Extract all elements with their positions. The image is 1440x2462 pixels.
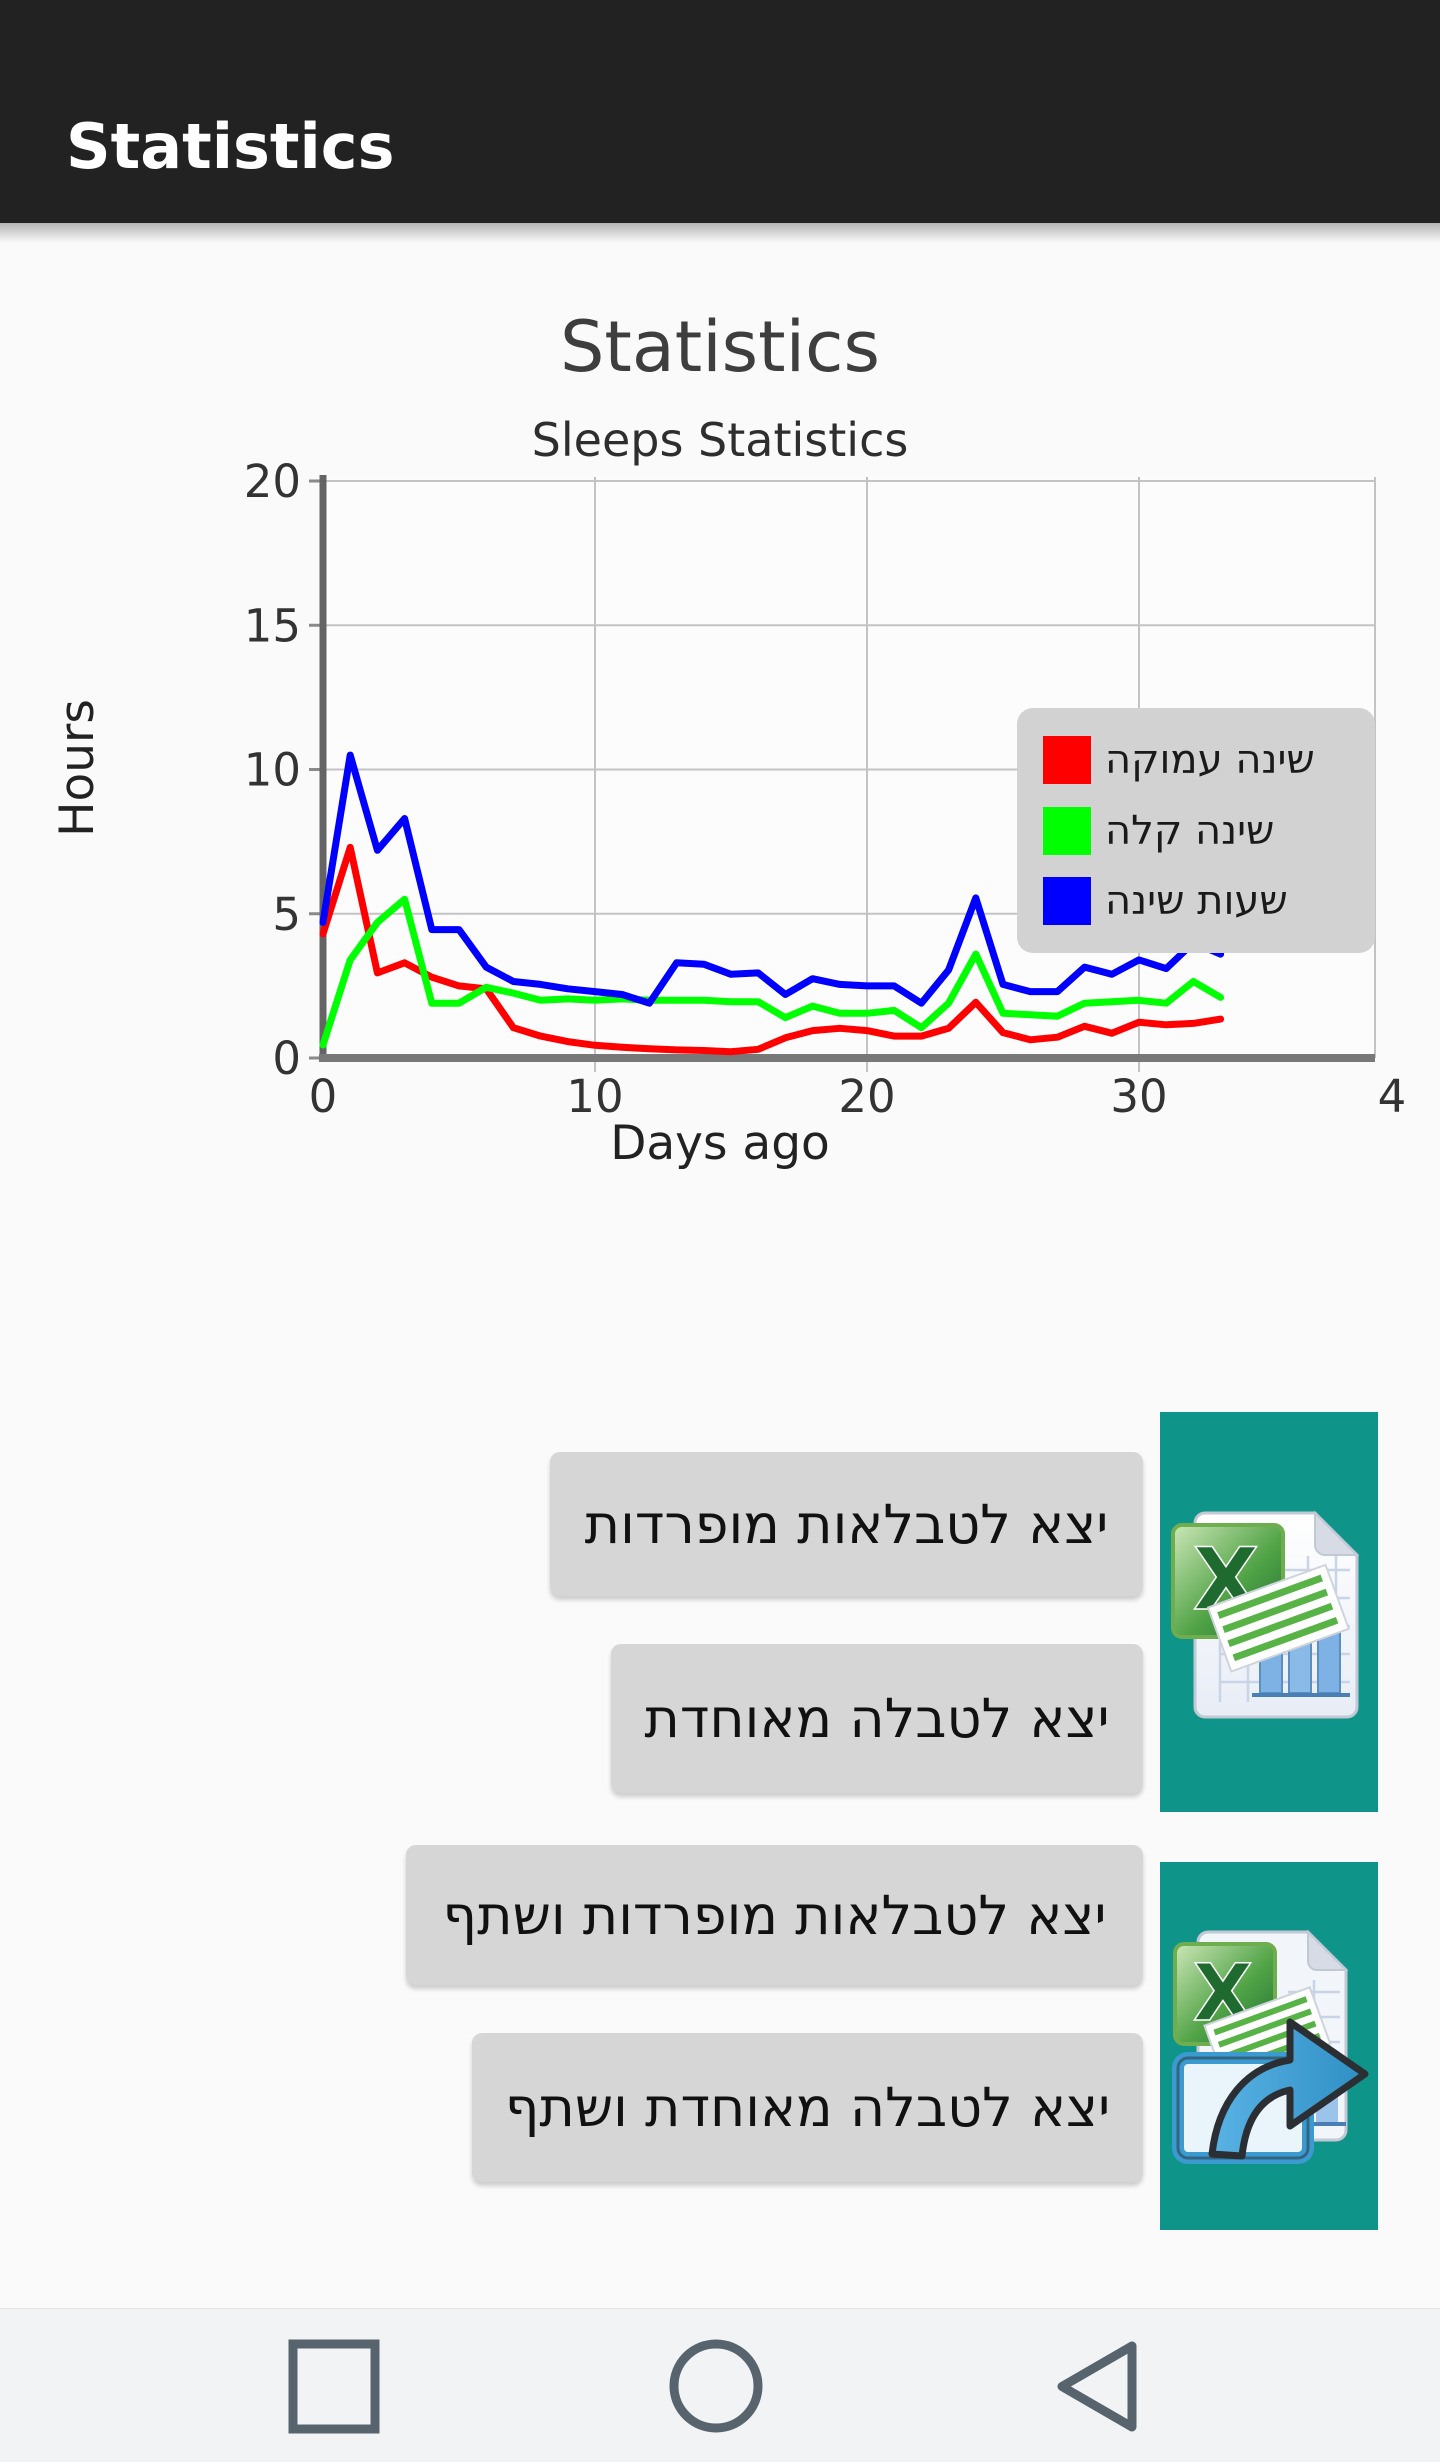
export-unified-table-button[interactable]: יצא לטבלה מאוחדת <box>611 1644 1143 1793</box>
legend-label: שינה עמוקה <box>1105 737 1315 784</box>
legend-label: שעות שינה <box>1105 877 1288 924</box>
y-tick-label: 15 <box>244 599 301 652</box>
legend-row: שינה עמוקה <box>1017 736 1375 785</box>
back-triangle-icon <box>1057 2341 1137 2431</box>
series-line <box>319 895 1225 1049</box>
legend-row: שינה קלה <box>1017 806 1375 855</box>
app-bar-title: Statistics <box>66 110 395 183</box>
export-separate-tables-share-button[interactable]: יצא לטבלאות מופרדות ושתף <box>406 1845 1143 1985</box>
android-nav-bar <box>0 2308 1440 2462</box>
legend-swatch <box>1043 806 1091 855</box>
series-line <box>319 843 1225 1056</box>
home-circle-icon <box>669 2339 763 2433</box>
legend-row: שעות שינה <box>1017 876 1375 925</box>
back-button[interactable] <box>1020 2309 1180 2462</box>
app-bar-shadow <box>0 223 1440 243</box>
export-unified-table-share-button[interactable]: יצא לטבלה מאוחדת ושתף <box>472 2033 1143 2182</box>
legend-swatch <box>1043 876 1091 925</box>
chart-title: Statistics <box>560 306 880 388</box>
legend-swatch <box>1043 736 1091 785</box>
home-button[interactable] <box>636 2309 796 2462</box>
excel-file-icon: X <box>1171 1510 1360 1719</box>
x-tick-label: 10 <box>566 1070 623 1123</box>
excel-share-icon: X <box>1172 1929 1369 2164</box>
y-axis-label: Hours <box>50 699 105 837</box>
series-line <box>319 751 1225 1007</box>
chart-subtitle: Sleeps Statistics <box>531 413 909 467</box>
x-tick-label: 4 <box>1378 1070 1407 1123</box>
x-axis-label: Days ago <box>610 1116 830 1171</box>
x-tick-label: 30 <box>1110 1070 1167 1123</box>
excel-file-image-panel: X <box>1160 1412 1378 1812</box>
legend-label: שינה קלה <box>1105 807 1275 854</box>
recents-button[interactable] <box>254 2309 414 2462</box>
x-tick-label: 20 <box>838 1070 895 1123</box>
x-tick-label: 0 <box>309 1070 338 1123</box>
chart-legend: שינה עמוקה שינה קלה שעות שינה <box>1017 708 1375 953</box>
y-tick-label: 10 <box>244 744 301 797</box>
sleep-line-chart: 0 5 10 15 20 0 10 20 30 4 <box>244 455 1407 1123</box>
recents-square-icon <box>288 2339 380 2433</box>
y-tick-label: 5 <box>272 888 301 941</box>
app-bar: Statistics <box>0 0 1440 223</box>
y-tick-label: 20 <box>244 455 301 508</box>
export-separate-tables-button[interactable]: יצא לטבלאות מופרדות <box>550 1452 1143 1596</box>
y-tick-label: 0 <box>272 1032 301 1085</box>
excel-share-image-panel: X <box>1160 1862 1378 2230</box>
